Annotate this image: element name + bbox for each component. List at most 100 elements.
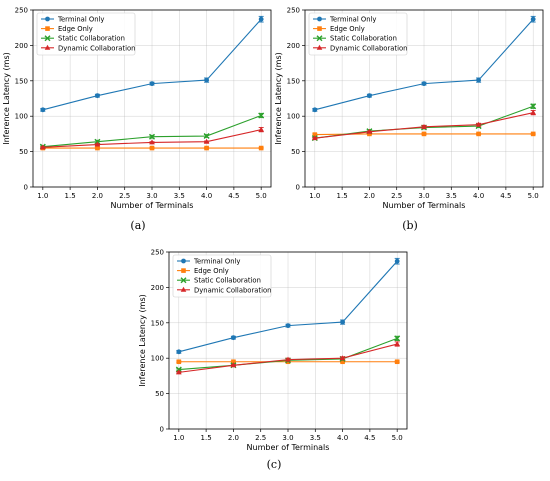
data-point <box>176 359 182 365</box>
x-tick-label: 2.5 <box>255 434 266 442</box>
data-point <box>94 141 101 147</box>
data-point <box>176 349 182 355</box>
legend-entry-label: Dynamic Collaboration <box>58 44 135 52</box>
y-tick-label: 200 <box>15 42 28 50</box>
x-tick-label: 2.5 <box>391 192 402 200</box>
x-tick-label: 2.0 <box>228 434 239 442</box>
legend-swatch-marker <box>181 258 186 264</box>
data-point <box>394 335 401 342</box>
data-point <box>203 138 210 144</box>
data-point <box>149 139 155 145</box>
legend-swatch-marker <box>317 26 322 31</box>
series-dynamic-collaboration <box>40 126 264 150</box>
data-point <box>231 335 236 341</box>
x-tick-label: 1.0 <box>173 434 184 442</box>
caption-a: (a) <box>130 219 145 232</box>
x-tick-label: 1.0 <box>309 192 320 200</box>
data-point <box>312 135 318 141</box>
x-tick-label: 3.0 <box>418 192 429 200</box>
panel-a: 1.0 1.5 2.0 2.5 3.0 3.5 4.0 4.5 5.0 0 50 100 150 200 2… <box>2 7 272 210</box>
x-tick-label: 5.0 <box>256 192 267 200</box>
legend-entry-label: Static Collaboration <box>330 35 397 43</box>
data-point <box>421 123 427 129</box>
data-point <box>394 258 400 264</box>
legend-swatch-marker <box>317 16 322 22</box>
legend-swatch-marker <box>180 277 187 284</box>
series-terminal-only <box>40 15 264 113</box>
x-tick-label: 4.5 <box>228 192 239 200</box>
data-point <box>367 131 372 137</box>
y-tick-label: 100 <box>151 355 164 363</box>
x-tick-label: 3.5 <box>446 192 457 200</box>
data-point <box>312 132 318 137</box>
y-tick-label: 50 <box>291 148 300 156</box>
y-tick-label: 0 <box>160 426 164 434</box>
legend-entry-label: Terminal Only <box>57 16 104 24</box>
legend-box <box>36 12 136 56</box>
y-axis-label: Inference Latency (ms) <box>138 294 147 387</box>
y-tick-label: 50 <box>155 390 164 398</box>
data-point <box>476 77 481 83</box>
legend-box <box>308 12 408 56</box>
legend-swatch-marker <box>44 44 51 50</box>
series-dynamic-collaboration <box>176 341 400 375</box>
y-tick-label: 150 <box>287 77 300 85</box>
x-tick-label: 4.5 <box>364 434 375 442</box>
data-point <box>231 359 236 365</box>
y-axis-label: Inference Latency (ms) <box>2 52 11 145</box>
x-tick-label: 4.0 <box>473 192 484 200</box>
data-point <box>530 103 537 110</box>
y-tick-label: 150 <box>151 319 164 327</box>
data-point <box>149 81 155 87</box>
data-point <box>40 107 46 113</box>
y-tick-label: 100 <box>287 113 300 121</box>
data-point <box>258 112 265 119</box>
x-tick-label: 5.0 <box>392 434 403 442</box>
data-point <box>530 109 536 115</box>
legend-entry-label: Terminal Only <box>193 258 240 266</box>
x-tick-label: 5.0 <box>528 192 539 200</box>
data-point <box>258 145 264 151</box>
x-tick-label: 3.0 <box>146 192 157 200</box>
data-point <box>285 356 291 362</box>
data-point <box>40 144 46 150</box>
x-tick-label: 1.5 <box>201 434 212 442</box>
data-point <box>421 81 427 87</box>
x-tick-label: 4.0 <box>337 434 348 442</box>
data-point <box>530 16 536 22</box>
x-tick-label: 4.5 <box>500 192 511 200</box>
data-point <box>340 319 345 325</box>
caption-c: (c) <box>267 458 282 471</box>
legend-entry-label: Dynamic Collaboration <box>330 44 407 52</box>
series-dynamic-collaboration <box>312 109 536 141</box>
x-tick-label: 2.5 <box>119 192 130 200</box>
data-point <box>230 362 237 368</box>
data-point <box>149 133 155 140</box>
legend-entry-label: Static Collaboration <box>194 277 261 285</box>
data-point <box>530 131 536 137</box>
series-terminal-only <box>176 257 400 355</box>
caption-b: (b) <box>402 219 418 232</box>
y-tick-label: 250 <box>287 7 300 15</box>
series-edge-only <box>40 145 264 151</box>
legend-swatch-marker <box>316 44 323 50</box>
panel-c: 1.0 1.5 2.0 2.5 3.0 3.5 4.0 4.5 5.0 0 50 100 150 200 2… <box>138 249 408 452</box>
x-tick-label: 3.5 <box>174 192 185 200</box>
legend-swatch-marker <box>180 286 187 292</box>
series-terminal-only <box>312 15 536 113</box>
panel-b: 1.0 1.5 2.0 2.5 3.0 3.5 4.0 4.5 5.0 0 50 100 150 200 2… <box>274 7 544 210</box>
y-tick-label: 200 <box>151 284 164 292</box>
x-axis-label: Number of Terminals <box>111 201 194 210</box>
x-tick-label: 3.5 <box>310 434 321 442</box>
data-point <box>176 369 182 375</box>
x-tick-label: 1.0 <box>37 192 48 200</box>
data-point <box>149 145 155 151</box>
data-point <box>258 16 264 22</box>
x-axis-label: Number of Terminals <box>383 201 466 210</box>
y-axis-label: Inference Latency (ms) <box>274 52 283 145</box>
legend-swatch-marker <box>181 268 186 273</box>
x-tick-label: 1.5 <box>337 192 348 200</box>
